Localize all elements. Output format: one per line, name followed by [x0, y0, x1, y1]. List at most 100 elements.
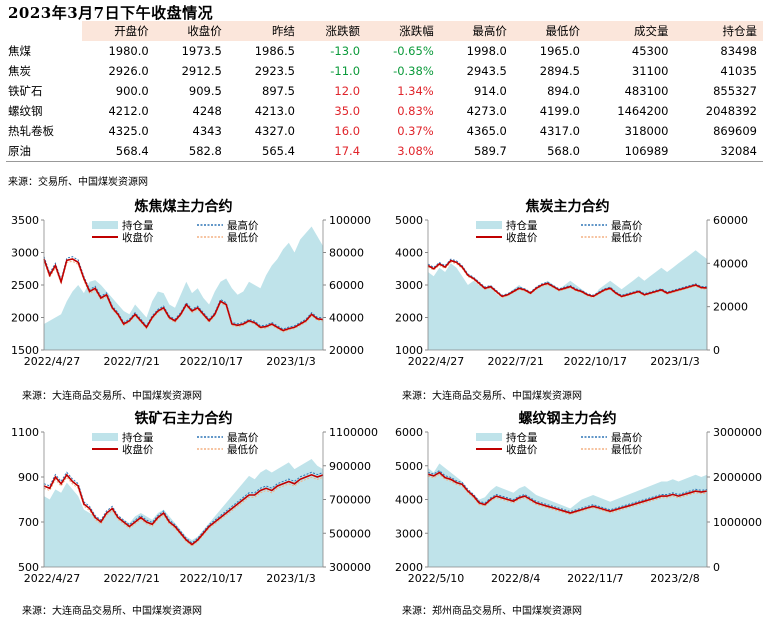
series-high-line [43, 471, 324, 544]
chart-source-2: 来源：大连商品交易所、中国煤炭资源网 [22, 606, 202, 617]
table-cell: 900.0 [115, 84, 149, 98]
legend-swatch-open-interest [476, 433, 502, 441]
x-tick-label: 2022/4/27 [408, 355, 464, 368]
table-body: 焦煤 1980.0 1973.5 1986.5 -13.0 -0.65% 1998.0 196… [6, 41, 763, 162]
table-cell: 4248 [192, 104, 222, 118]
legend-label: 最低价 [227, 231, 259, 244]
table-cell: 4325.0 [108, 124, 149, 138]
y-tick-label: 500 [18, 561, 39, 574]
table-cell: 2926.0 [108, 64, 149, 78]
x-tick-label: 2022/4/27 [24, 572, 80, 585]
table-row: 热轧卷板 4325.0 4343 4327.0 16.0 0.37% 4365.0 4317.… [6, 121, 763, 141]
y2-tick-label: 20000 [329, 344, 364, 357]
x-tick-label: 2022/11/7 [567, 572, 623, 585]
contract-name: 原油 [6, 141, 82, 162]
series-high-line [43, 256, 324, 330]
table-cell: 589.7 [439, 141, 513, 162]
quote-table: 开盘价 收盘价 昨结 涨跌额 涨跌幅 最高价 最低价 成交量 持仓量 焦煤 1980.0 1973.… [6, 21, 763, 162]
y-tick-label: 2500 [11, 279, 39, 292]
y-tick-label: 3000 [395, 279, 423, 292]
chart-coke: 焦炭主力合约 1000 2000 3000 4000 5000 0 20000 40000 600… [395, 198, 748, 368]
table-cell: 4199.0 [539, 104, 580, 118]
table-cell: 894.0 [547, 84, 580, 98]
table-cell: 582.8 [154, 141, 228, 162]
legend-label: 最高价 [611, 431, 643, 444]
legend-label: 收盘价 [506, 231, 538, 244]
column-header: 涨跌幅 [366, 21, 440, 41]
table-cell: 855327 [713, 84, 757, 98]
contract-name: 焦炭 [8, 64, 31, 78]
table-cell: -11.0 [330, 64, 361, 78]
y2-tick-label: 60000 [329, 279, 364, 292]
table-cell: -0.65% [393, 44, 434, 58]
chart-rebar: 螺纹钢主力合约 2000 3000 4000 5000 6000 0 1000000 20000… [395, 410, 762, 585]
y2-tick-label: 80000 [329, 247, 364, 260]
x-tick-label: 2022/10/17 [564, 355, 627, 368]
y2-tick-label: 3000000 [713, 426, 762, 439]
table-cell: 17.4 [300, 141, 367, 162]
y2-tick-label: 100000 [329, 214, 371, 227]
column-header [6, 21, 82, 41]
legend-label: 持仓量 [122, 431, 154, 444]
y-tick-label: 2000 [11, 312, 39, 325]
series-open-interest-area [44, 226, 323, 350]
series-open-interest-area [44, 459, 323, 567]
chart-title: 铁矿石主力合约 [135, 410, 233, 427]
y2-tick-label: 0 [713, 561, 720, 574]
table-cell: 565.4 [227, 141, 301, 162]
series-close-line [43, 473, 324, 546]
table-cell: 914.0 [473, 84, 507, 98]
column-header: 持仓量 [674, 21, 763, 41]
legend-label: 持仓量 [506, 219, 538, 232]
contract-name: 焦煤 [8, 44, 31, 58]
legend-label: 持仓量 [506, 431, 538, 444]
table-cell: 1464200 [617, 104, 669, 118]
x-tick-label: 2023/1/3 [266, 572, 315, 585]
series-low-line [427, 261, 708, 298]
y2-tick-label: 2000000 [713, 471, 762, 484]
series-open-interest-area [428, 463, 707, 567]
y-tick-label: 5000 [395, 460, 423, 473]
x-tick-label: 2022/4/27 [24, 355, 80, 368]
table-cell: 318000 [624, 124, 669, 138]
column-header: 最高价 [439, 21, 513, 41]
table-cell: 4343 [192, 124, 222, 138]
table-cell: 4273.0 [466, 104, 507, 118]
table-cell: 869609 [713, 124, 757, 138]
table-cell: 909.5 [188, 84, 222, 98]
table-cell: 2923.5 [254, 64, 295, 78]
y-tick-label: 3000 [11, 247, 39, 260]
y-tick-label: 4000 [395, 494, 423, 507]
legend-label: 最高价 [611, 219, 643, 232]
y2-tick-label: 900000 [329, 460, 371, 473]
table-cell: -13.0 [330, 44, 361, 58]
y2-tick-label: 60000 [713, 214, 748, 227]
y2-tick-label: 300000 [329, 561, 371, 574]
column-header: 开盘价 [81, 21, 155, 41]
table-cell: 568.4 [81, 141, 155, 162]
series-open-interest-area [428, 250, 707, 350]
table-cell: 106989 [586, 141, 675, 162]
y2-tick-label: 40000 [713, 257, 748, 270]
chart-title: 炼焦煤主力合约 [135, 198, 233, 215]
table-cell: 483100 [624, 84, 669, 98]
table-source: 来源：交易所、中国煤炭资源网 [8, 177, 148, 188]
legend-label: 最低价 [611, 231, 643, 244]
table-cell: 32084 [674, 141, 763, 162]
series-low-line [43, 476, 324, 547]
table-cell: 1998.0 [466, 44, 507, 58]
y-tick-label: 900 [18, 471, 39, 484]
series-high-line [427, 469, 708, 513]
y2-tick-label: 700000 [329, 494, 371, 507]
legend-swatch-open-interest [92, 433, 118, 441]
table-cell: 1.34% [397, 84, 434, 98]
series-high-line [427, 258, 708, 296]
legend-label: 收盘价 [122, 231, 154, 244]
table-cell: 3.08% [366, 141, 440, 162]
table-cell: 16.0 [334, 124, 361, 138]
x-tick-label: 2022/8/4 [491, 572, 540, 585]
legend-label: 最低价 [227, 443, 259, 456]
table-header-row: 开盘价 收盘价 昨结 涨跌额 涨跌幅 最高价 最低价 成交量 持仓量 [6, 21, 763, 41]
y-tick-label: 5000 [395, 214, 423, 227]
y2-tick-label: 40000 [329, 312, 364, 325]
